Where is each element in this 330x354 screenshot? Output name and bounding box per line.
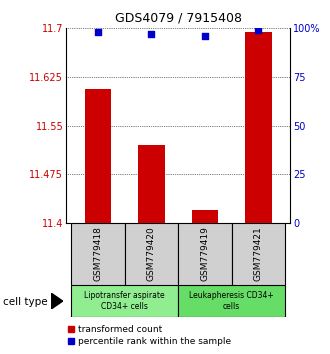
Text: Lipotransfer aspirate
CD34+ cells: Lipotransfer aspirate CD34+ cells (84, 291, 165, 310)
Bar (85, 88, 112, 223)
Polygon shape (51, 293, 63, 309)
Point (202, 33, 208, 39)
Bar (71, 285, 178, 317)
Text: Leukapheresis CD34+
cells: Leukapheresis CD34+ cells (189, 291, 274, 310)
Bar (178, 223, 232, 285)
Bar (138, 145, 165, 223)
Point (256, 27, 261, 33)
Bar (232, 223, 285, 285)
Text: cell type: cell type (3, 297, 48, 307)
Point (95, 29, 101, 35)
Text: GSM779420: GSM779420 (147, 227, 156, 281)
Text: GSM779419: GSM779419 (200, 227, 210, 281)
Text: GSM779418: GSM779418 (94, 227, 103, 281)
Bar (125, 223, 178, 285)
Bar (71, 223, 125, 285)
Bar (245, 32, 272, 223)
Title: GDS4079 / 7915408: GDS4079 / 7915408 (115, 11, 242, 24)
Bar (191, 210, 218, 223)
Text: GSM779421: GSM779421 (254, 227, 263, 281)
Legend: transformed count, percentile rank within the sample: transformed count, percentile rank withi… (64, 321, 235, 349)
Bar (178, 285, 285, 317)
Point (149, 32, 154, 37)
